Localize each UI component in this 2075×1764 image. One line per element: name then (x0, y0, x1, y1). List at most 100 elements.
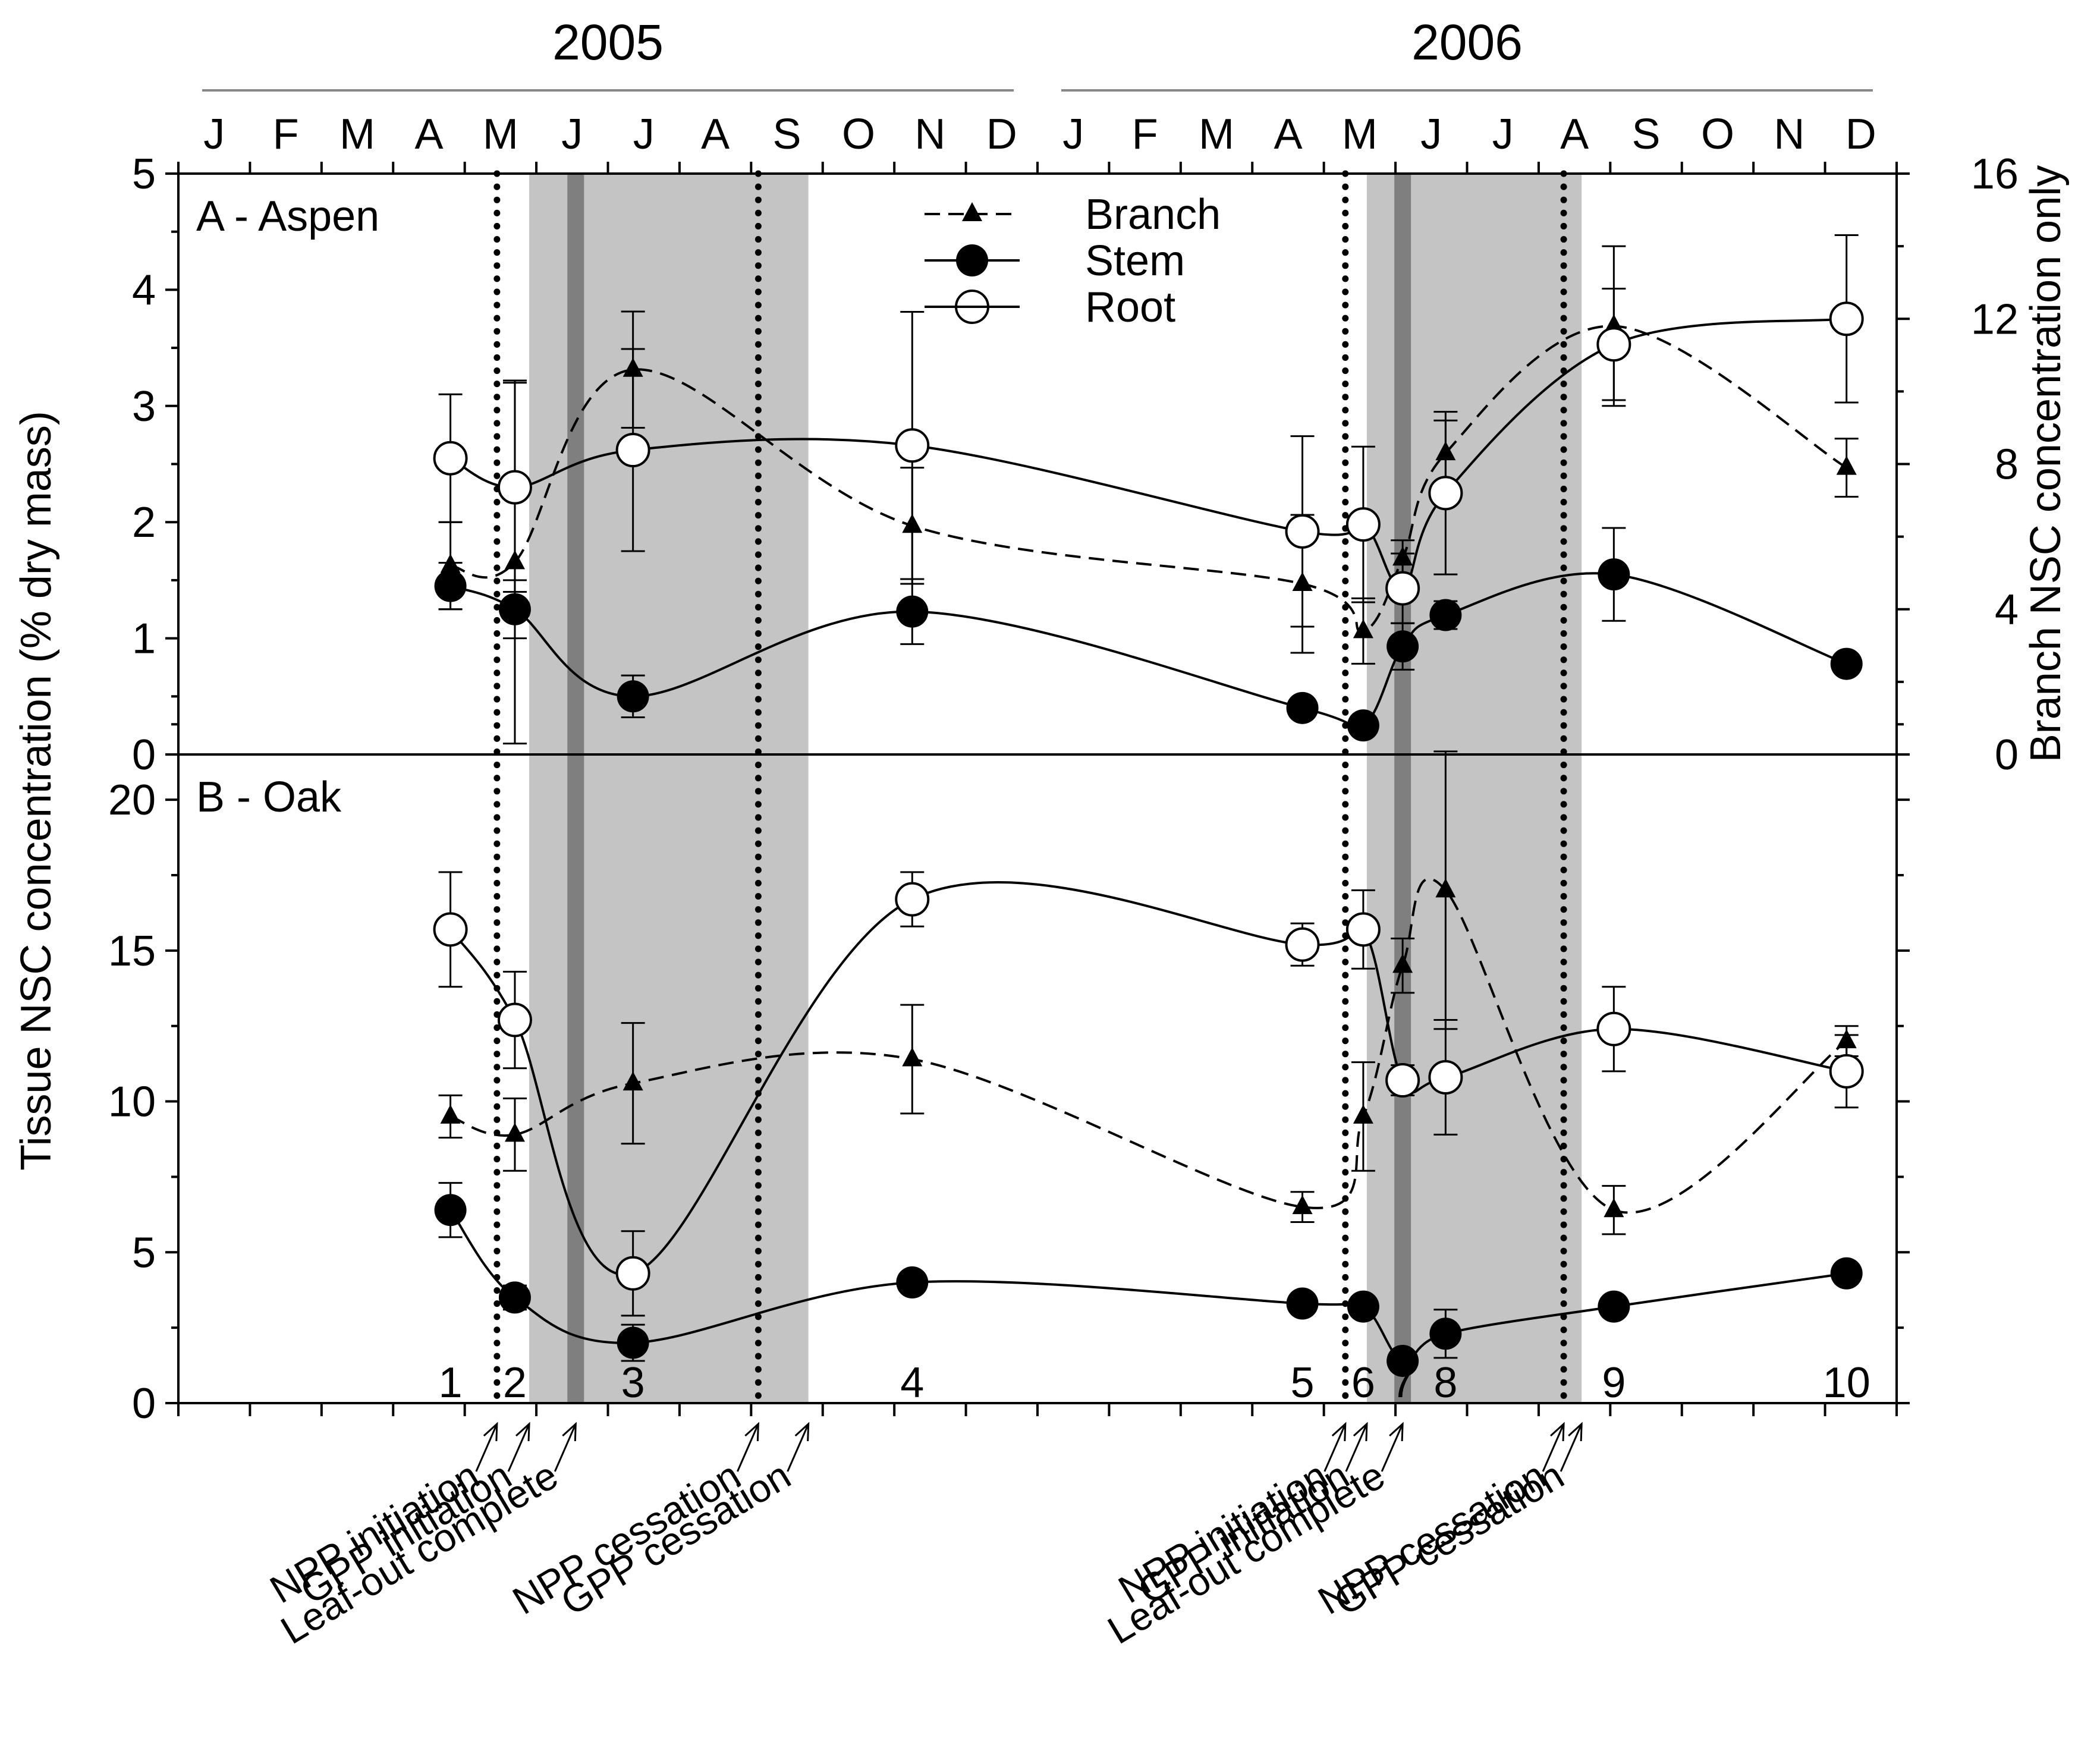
root-data-point (1345, 912, 1381, 947)
panel-label: B - Oak (196, 773, 342, 821)
stem-data-point (1347, 709, 1379, 742)
y2-axis-title: Branch NSC concentration only (2022, 165, 2070, 763)
month-label: M (1342, 111, 1378, 158)
root-data-point (1285, 927, 1320, 962)
markers-layer (433, 202, 1864, 1377)
root-data-point (433, 912, 468, 947)
event-arrow (475, 1423, 498, 1472)
y-tick-label: 5 (132, 150, 156, 198)
month-label: N (914, 111, 945, 158)
root-data-point (1428, 1059, 1463, 1095)
branch-data-point (1435, 878, 1456, 898)
root-data-point (433, 441, 468, 476)
month-label: J (1492, 111, 1514, 158)
root-data-point (1385, 1063, 1420, 1098)
root-data-point (895, 882, 930, 917)
stem-data-point (498, 593, 531, 625)
stem-data-point (434, 570, 467, 602)
root-data-point (1596, 1011, 1631, 1046)
y-tick-label: 0 (132, 1380, 156, 1427)
stem-data-point (1429, 599, 1462, 631)
legend-marker (962, 202, 982, 221)
panel-label: A - Aspen (196, 193, 379, 240)
root-data-point (1829, 1054, 1864, 1089)
month-label: A (414, 111, 443, 158)
stem-data-point (1598, 1290, 1630, 1323)
year-label: 2005 (552, 14, 664, 70)
month-label: N (1774, 111, 1804, 158)
month-label: D (986, 111, 1017, 158)
stem-data-point (1429, 1318, 1462, 1350)
branch-data-point (1292, 1195, 1313, 1215)
sampling-number: 9 (1602, 1359, 1626, 1407)
branch-data-point (902, 1047, 923, 1067)
month-label: J (633, 111, 655, 158)
event-arrow (507, 1423, 530, 1472)
legend-label: Branch (1085, 191, 1221, 238)
root-data-point (895, 428, 930, 463)
branch-data-point (1353, 1104, 1373, 1124)
root-data-point (1829, 301, 1864, 337)
legend-label: Stem (1085, 237, 1185, 285)
month-label: J (1420, 111, 1442, 158)
sampling-number: 8 (1433, 1359, 1457, 1407)
stem-data-point (1286, 1287, 1319, 1320)
event-arrow (737, 1423, 759, 1472)
stem-data-point (1830, 1257, 1863, 1290)
event-arrowhead (744, 1422, 760, 1442)
root-data-point (1385, 571, 1420, 606)
stem-data-point (1347, 1290, 1379, 1323)
root-data-point (615, 433, 650, 468)
branch-data-point (1353, 619, 1373, 639)
axes-layer (165, 89, 1910, 1416)
branch-data-point (1604, 1198, 1624, 1218)
branch-data-point (622, 1071, 643, 1091)
event-arrow (1542, 1423, 1565, 1472)
month-label: O (1701, 111, 1734, 158)
month-label: O (842, 111, 875, 158)
y2-tick-label: 4 (1995, 586, 2019, 634)
y2-tick-label: 8 (1995, 441, 2019, 489)
branch-data-point (504, 1122, 525, 1142)
stem-data-point (1286, 691, 1319, 724)
sampling-number: 6 (1351, 1359, 1375, 1407)
event-arrowhead (562, 1422, 577, 1442)
month-label: S (773, 111, 801, 158)
y-tick-label: 0 (132, 731, 156, 779)
month-label: J (561, 111, 583, 158)
y-axis-title: Tissue NSC concentration (% dry mass) (12, 411, 60, 1171)
sampling-number: 3 (621, 1359, 645, 1407)
month-label: F (273, 111, 299, 158)
stem-data-point (1830, 647, 1863, 680)
month-label: M (339, 111, 375, 158)
month-label: A (1560, 111, 1589, 158)
stem-data-point (617, 1326, 649, 1359)
month-label: A (701, 111, 730, 158)
event-arrow (1560, 1423, 1583, 1472)
leafout-line (567, 174, 584, 1403)
event-arrow (1381, 1423, 1404, 1472)
stem-data-point (896, 1266, 929, 1299)
y-tick-label: 5 (132, 1229, 156, 1276)
stem-data-point (498, 1281, 531, 1314)
month-label: J (203, 111, 225, 158)
sampling-number: 10 (1823, 1359, 1870, 1407)
stem-data-point (1387, 630, 1419, 663)
event-arrow (787, 1423, 810, 1472)
month-label: S (1632, 111, 1661, 158)
root-data-point (497, 470, 532, 505)
y-tick-label: 3 (132, 383, 156, 430)
root-data-point (1285, 514, 1320, 549)
sampling-number: 4 (900, 1359, 924, 1407)
event-arrow (1345, 1423, 1368, 1472)
month-label: J (1062, 111, 1084, 158)
event-arrow (554, 1423, 577, 1472)
branch-data-point (1392, 954, 1413, 973)
event-arrowhead (1353, 1422, 1368, 1442)
stem-data-point (1387, 1344, 1419, 1377)
y-tick-label: 20 (108, 776, 156, 824)
stem-data-point (1598, 558, 1630, 591)
root-data-point (497, 1002, 532, 1037)
y2-tick-label: 16 (1971, 150, 2019, 198)
